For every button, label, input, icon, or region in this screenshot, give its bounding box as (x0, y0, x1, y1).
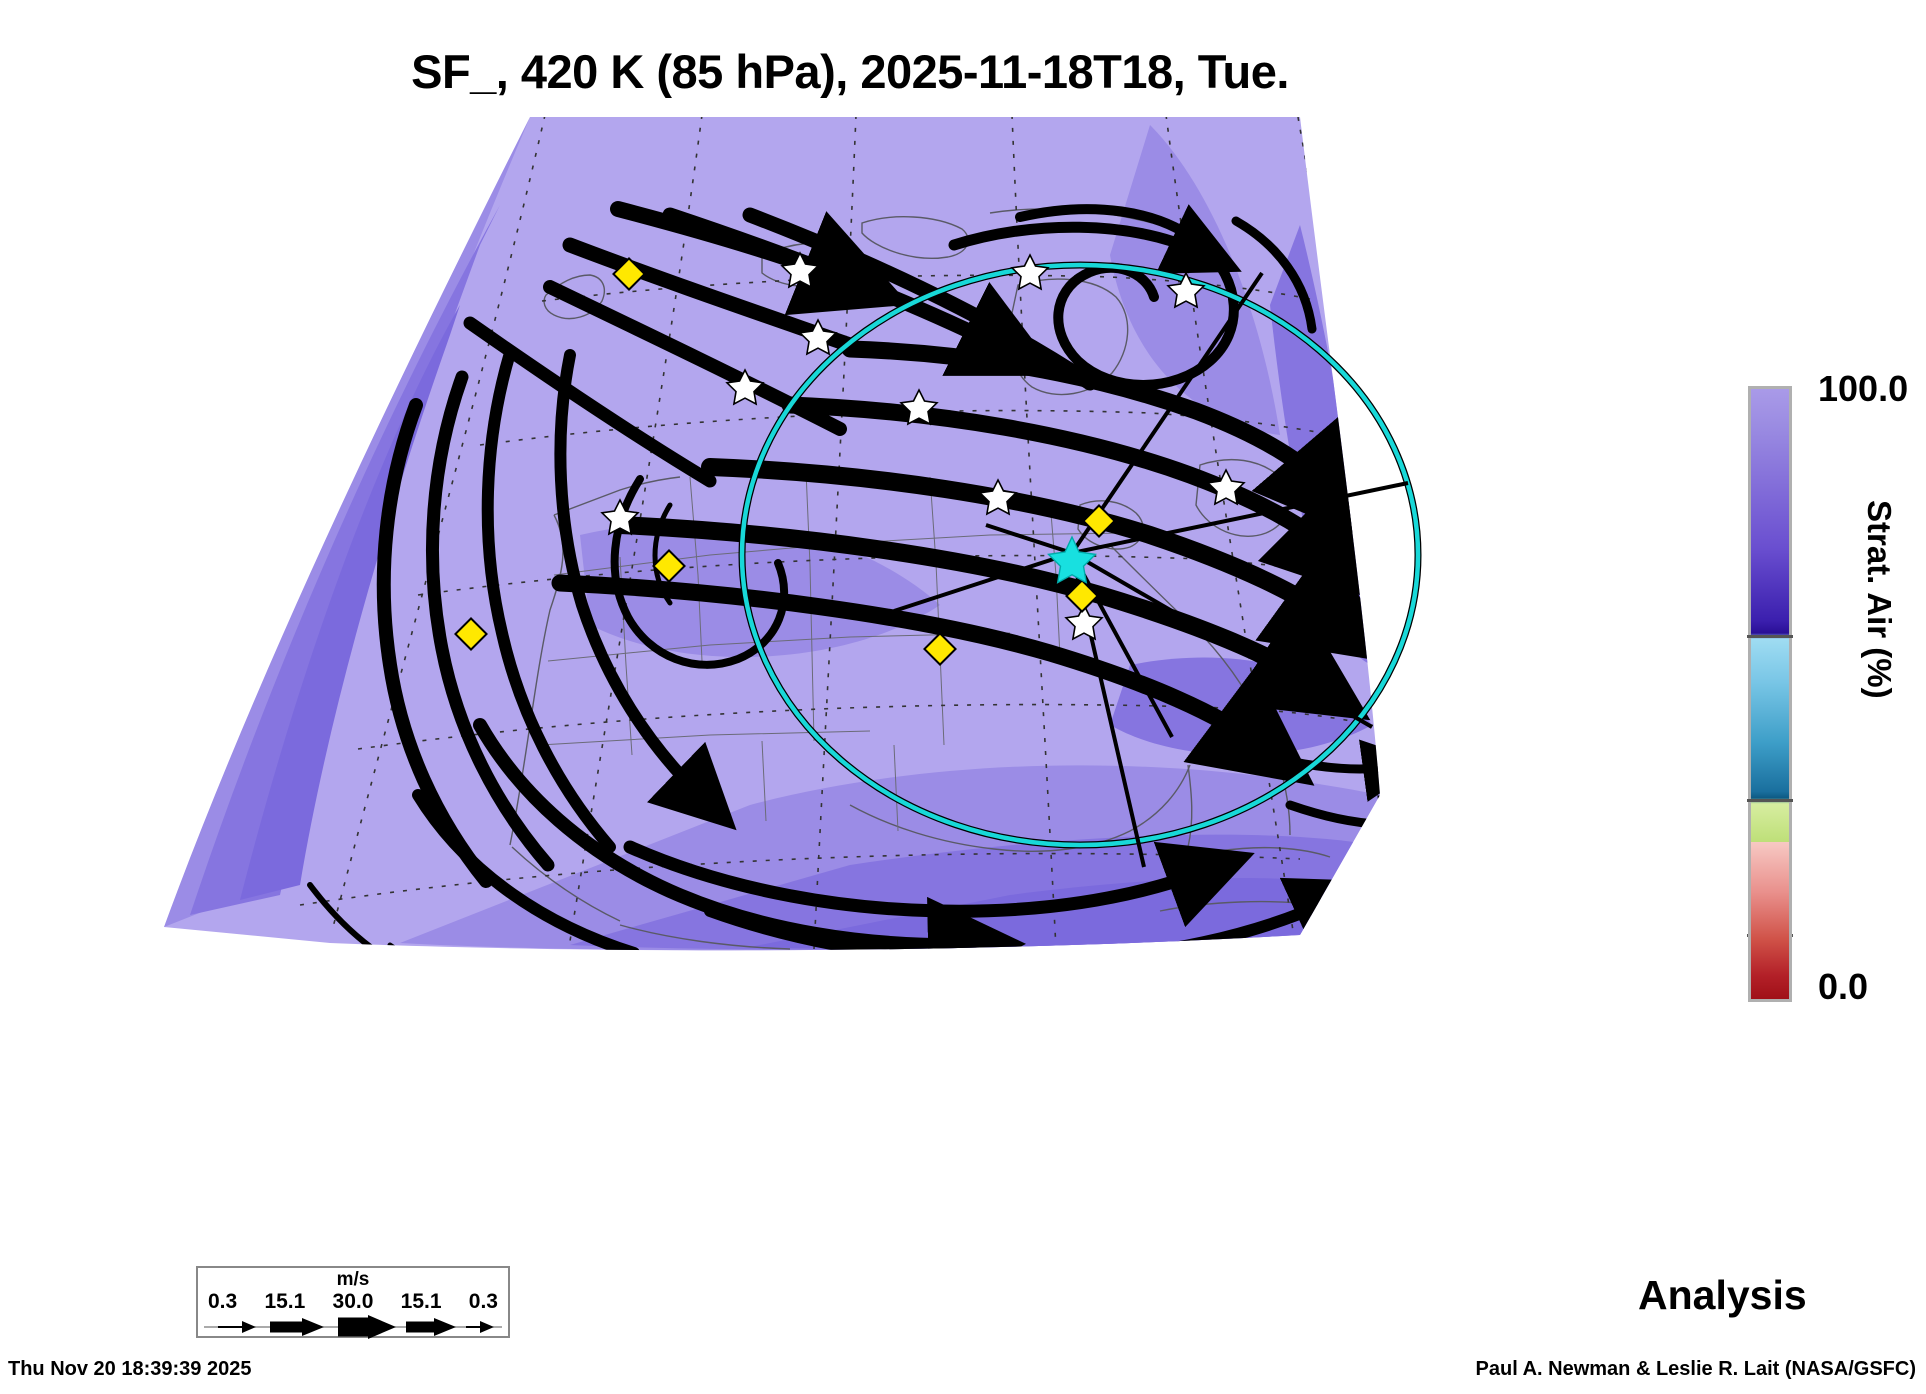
station-marker (1166, 271, 1206, 309)
wind-scale-value-1: 15.1 (264, 1290, 306, 1313)
site-markers[interactable] (454, 257, 1116, 666)
station-marker (1064, 603, 1104, 641)
center-marker[interactable] (1047, 535, 1097, 584)
station-marker (1206, 468, 1246, 506)
station-marker (1010, 253, 1050, 291)
site-marker (454, 617, 488, 651)
site-marker (652, 549, 686, 583)
wind-scale-arrows (198, 1315, 508, 1339)
author-credit: Paul A. Newman & Leslie R. Lait (NASA/GS… (1475, 1358, 1916, 1380)
wind-scale-unit: m/s (336, 1269, 370, 1290)
station-marker (600, 498, 640, 536)
wind-scale-value-0: 0.3 (208, 1290, 238, 1313)
generated-timestamp: Thu Nov 20 18:39:39 2025 (8, 1358, 252, 1380)
colorbar-gradient-low (1748, 842, 1792, 1002)
site-marker (923, 632, 957, 666)
colorbar-axis-label: Strat. Air (%) (1861, 500, 1898, 699)
colorbar-max-label: 100.0 (1818, 368, 1909, 409)
wind-scale-value-4: 0.3 (468, 1290, 498, 1313)
wind-scale-value-3: 15.1 (400, 1290, 442, 1313)
colorbar-tick-60 (1747, 799, 1793, 802)
site-marker (1082, 504, 1116, 538)
site-marker (1065, 579, 1099, 613)
site-marker (612, 257, 646, 291)
page-title: SF_, 420 K (85 hPa), 2025-11-18T18, Tue. (411, 45, 1289, 98)
colorbar-tick-80 (1747, 635, 1793, 638)
wind-scale-legend: m/s 0.3 15.1 30.0 15.1 0.3 (196, 1266, 510, 1339)
station-marker (978, 478, 1018, 516)
station-markers[interactable] (600, 251, 1246, 641)
wind-scale-value-2: 30.0 (332, 1290, 374, 1313)
range-ring (738, 261, 1422, 849)
station-marker (899, 388, 939, 426)
station-marker (798, 318, 838, 356)
map-panel[interactable] (150, 105, 1710, 1225)
station-marker (725, 368, 765, 406)
wind-scale-values: 0.3 15.1 30.0 15.1 0.3 (198, 1290, 508, 1314)
analysis-label: Analysis (1638, 1272, 1807, 1318)
map-canvas[interactable] (150, 105, 1710, 1225)
wind-arrow-glyphs (204, 1315, 502, 1339)
colorbar-min-label: 0.0 (1818, 966, 1869, 1007)
station-marker (780, 251, 820, 289)
